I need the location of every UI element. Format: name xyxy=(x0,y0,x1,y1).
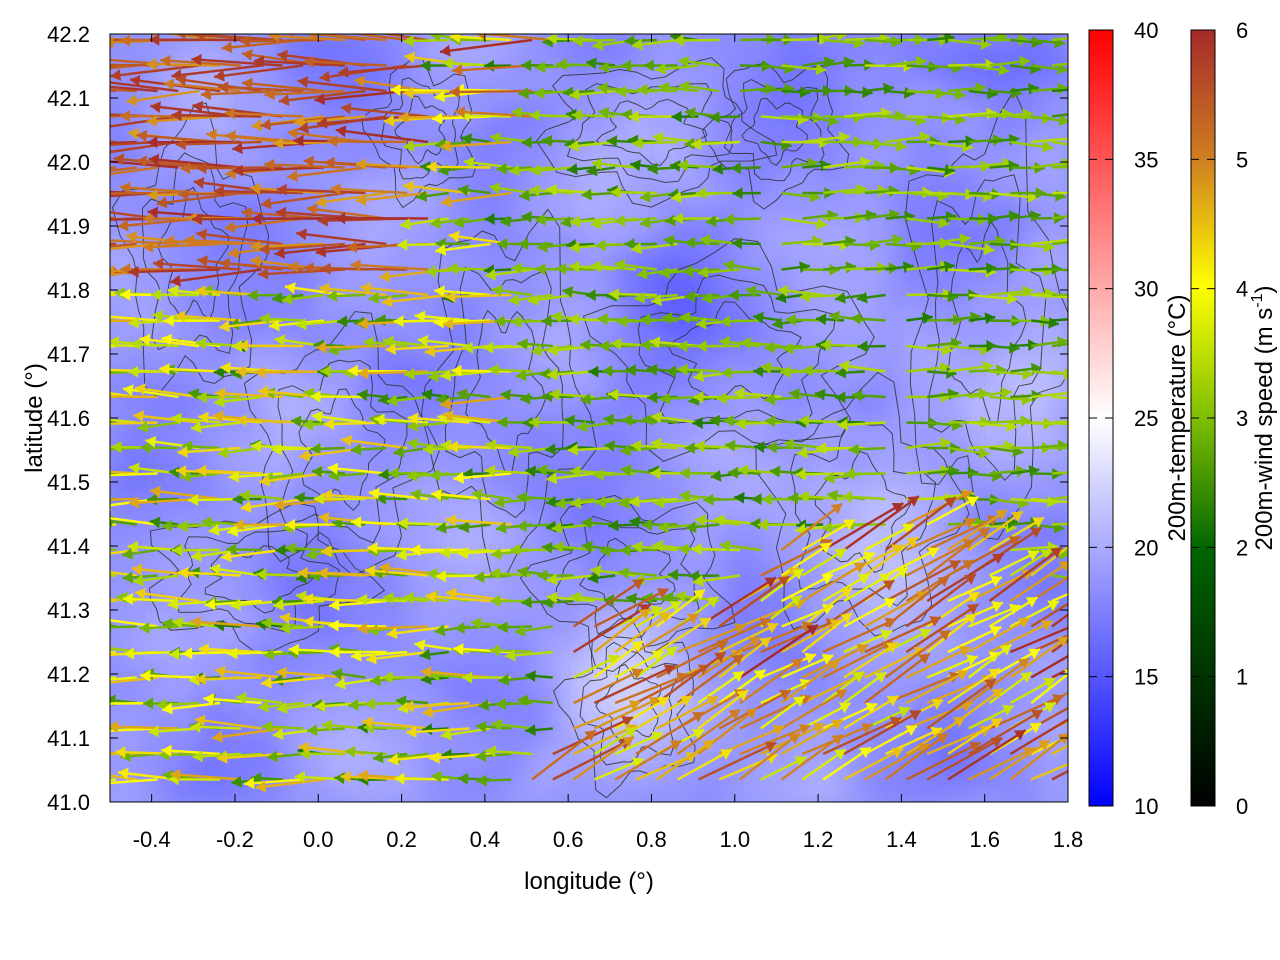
wind-vector-head xyxy=(73,563,84,575)
wind-vector-head xyxy=(1067,234,1068,236)
wind-vector-head xyxy=(55,67,66,79)
wind-vector-head xyxy=(53,245,64,257)
wind-vector-shaft xyxy=(110,421,158,425)
wind-vector-head xyxy=(90,148,101,160)
wind-vector-head xyxy=(85,245,96,257)
wind-vector-head xyxy=(71,203,82,215)
wind-vector-head xyxy=(1076,264,1086,276)
wind-vector xyxy=(29,191,117,210)
wind-vector-shaft xyxy=(110,625,137,629)
wind-vector-shaft xyxy=(110,574,117,577)
wind-vector xyxy=(48,384,117,399)
wind-vector-shaft xyxy=(240,38,325,43)
wind-vector-head xyxy=(98,367,108,379)
wind-vector-shaft xyxy=(110,497,137,501)
wind-vector-head xyxy=(1071,535,1083,546)
wind-vector xyxy=(69,569,117,581)
wind-vector-head xyxy=(31,103,42,115)
wind-vector xyxy=(46,310,117,322)
wind-vector-head xyxy=(76,384,87,396)
wind-vector xyxy=(29,254,117,271)
wind-vector-head xyxy=(110,36,114,49)
wind-vector-shaft xyxy=(110,319,137,323)
wind-vector xyxy=(30,136,117,148)
wind-vector-shaft xyxy=(1051,268,1068,272)
wind-vector-head xyxy=(30,136,40,148)
wind-vector-shaft xyxy=(110,191,179,195)
wind-vector-head xyxy=(95,364,105,376)
wind-vector-head xyxy=(98,443,108,455)
wind-vector-head xyxy=(92,418,102,430)
wind-vector-shaft xyxy=(1051,446,1068,450)
wind-vector-head xyxy=(26,63,36,75)
wind-vector-head xyxy=(61,521,71,533)
wind-vector-head xyxy=(52,447,63,459)
wind-vector-head xyxy=(351,34,354,35)
wind-vector-head xyxy=(44,184,54,196)
wind-vector-shaft xyxy=(315,344,387,349)
wind-vector-head xyxy=(96,187,106,199)
wind-vector-head xyxy=(1076,337,1087,349)
wind-vector-shaft xyxy=(254,370,325,374)
wind-vector-head xyxy=(33,167,43,179)
wind-vector-head xyxy=(48,384,59,396)
wind-vector-head xyxy=(73,59,83,71)
plot-area: -0.4 -0.2 0.0 0.2 0.4 0.6 0.8 1.0 1.2 1.4 1.6 1.8 4… xyxy=(26,22,1090,852)
wind-vector-shaft xyxy=(110,64,117,67)
wind-vector-head xyxy=(1072,108,1083,120)
wind-vector-shaft xyxy=(110,395,117,399)
wind-vector-head xyxy=(89,390,99,402)
wind-vector-shaft xyxy=(110,446,117,450)
wind-vector-shaft xyxy=(110,63,158,67)
wind-vector-shaft xyxy=(327,139,408,144)
wind-vector-head xyxy=(110,234,111,241)
wind-vector xyxy=(61,521,117,533)
wind-vector-head xyxy=(1079,235,1090,247)
wind-vector-shaft xyxy=(110,267,117,271)
wind-vector-shaft xyxy=(110,343,137,348)
wind-vector-head xyxy=(34,204,45,216)
wind-vector-head xyxy=(28,76,39,88)
wind-vector-head xyxy=(1069,496,1079,508)
wind-vector-head xyxy=(69,569,79,581)
wind-vector-head xyxy=(1069,291,1079,303)
wind-vector xyxy=(26,63,117,75)
wind-vector-head xyxy=(67,192,77,204)
wind-vector-shaft xyxy=(449,89,533,94)
wind-vector-shaft xyxy=(110,191,117,196)
wind-vector-shaft xyxy=(110,523,117,526)
wind-vector-head xyxy=(88,75,99,87)
wind-vector-head xyxy=(1068,313,1078,325)
wind-vector-head xyxy=(67,316,77,328)
wind-vector-shaft xyxy=(110,242,117,246)
wind-vector-head xyxy=(66,494,76,506)
wind-vector-head xyxy=(89,122,100,134)
wind-vector-head xyxy=(1067,417,1068,430)
wind-vector xyxy=(52,446,117,459)
wind-vector-head xyxy=(110,512,111,517)
wind-vector-head xyxy=(29,198,40,210)
wind-vector-head xyxy=(96,54,106,66)
wind-vector-head xyxy=(1068,133,1079,145)
wind-vector-head xyxy=(98,311,108,323)
wind-vector-head xyxy=(27,236,37,248)
wind-vector-head xyxy=(82,494,92,506)
wind-vector-head xyxy=(29,254,40,266)
wind-vector-head xyxy=(110,614,111,616)
wind-vector-head xyxy=(1069,84,1079,96)
wind-vector-head xyxy=(46,310,56,322)
wind-vector-shaft xyxy=(110,318,117,322)
wind-vector-shaft xyxy=(110,395,158,399)
wind-vector-shaft xyxy=(320,267,408,271)
